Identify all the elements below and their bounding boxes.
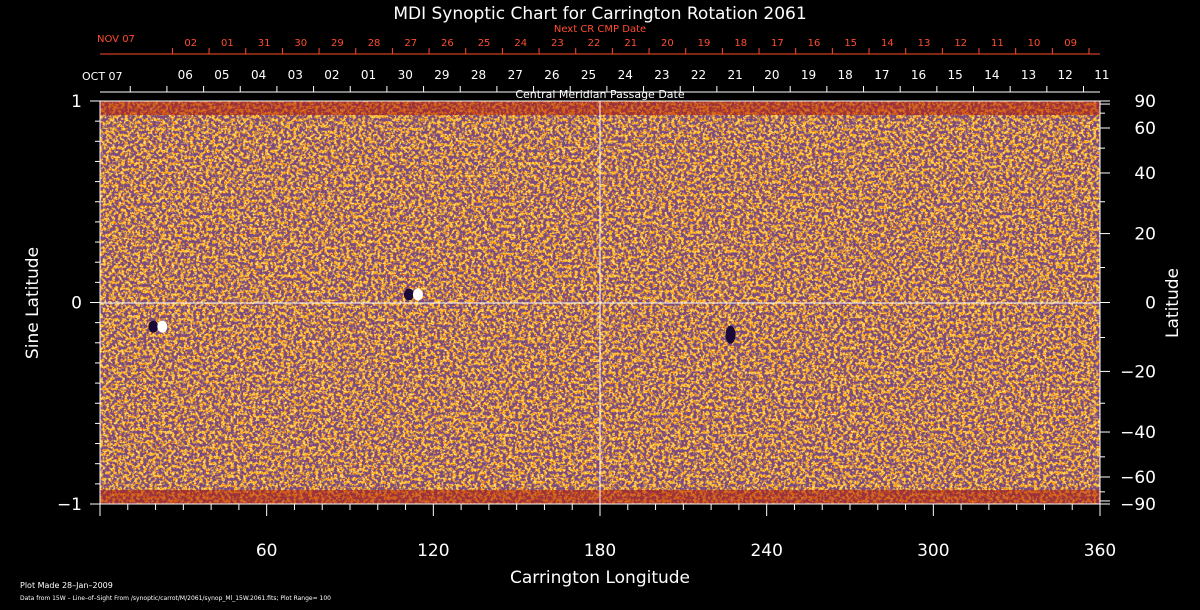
lat-tick-label: 0: [1145, 294, 1156, 314]
lat-tick-label: −40: [1120, 423, 1156, 443]
y-axis-right-label: Latitude: [1163, 268, 1183, 338]
cmp-date-label: 30: [398, 68, 413, 82]
cmp-date-label: 28: [471, 68, 486, 82]
x-tick-label: 360: [1084, 541, 1116, 561]
y-axis-left-label: Sine Latitude: [23, 247, 43, 359]
y-tick-label: −1: [57, 495, 82, 515]
next-cmp-date-label: 29: [331, 38, 344, 49]
lat-tick-label: −60: [1120, 468, 1156, 488]
cmp-date-label: 03: [288, 68, 303, 82]
x-tick-label: 60: [256, 541, 278, 561]
x-tick-label: 180: [584, 541, 616, 561]
next-cmp-date-label: 18: [734, 38, 747, 49]
cmp-date-label: 04: [251, 68, 266, 82]
next-cmp-date-label: 22: [588, 38, 601, 49]
next-cmp-date-label: 21: [624, 38, 637, 49]
cmp-date-label: 25: [581, 68, 596, 82]
cmp-date-label: 01: [361, 68, 376, 82]
y-tick-label: 1: [71, 92, 82, 112]
lat-tick-label: −90: [1120, 495, 1156, 515]
cmp-date-label: 19: [801, 68, 816, 82]
negative-polarity-patch: [725, 325, 736, 344]
negative-polarity-spot: [403, 288, 414, 301]
cmp-date-label: 16: [911, 68, 926, 82]
positive-polarity-spot: [157, 320, 168, 333]
cmp-date-label: 26: [544, 68, 559, 82]
date-axes: 06 05 04 03 02 01 30 29 28 27 26 25 24 23 22 21 20 19 18 17…: [100, 38, 1109, 93]
x-tick-label: 300: [917, 541, 949, 561]
next-cmp-date-label: 28: [368, 38, 381, 49]
next-cmp-month: NOV 07: [97, 34, 135, 45]
cmp-date-label: 20: [764, 68, 779, 82]
next-cmp-date-label: 30: [294, 38, 307, 49]
cmp-date-label: 29: [434, 68, 449, 82]
data-source-note: Data from 15W – Line–of–Sight From /syno…: [20, 595, 331, 602]
lat-tick-label: 90: [1134, 92, 1156, 112]
negative-polarity-spot: [148, 320, 159, 333]
next-cmp-date-label: 10: [1028, 38, 1041, 49]
next-cmp-date-label: 13: [918, 38, 931, 49]
lat-tick-label: 40: [1134, 164, 1156, 184]
cmp-date-label: 15: [948, 68, 963, 82]
lat-tick-label: 20: [1134, 225, 1156, 245]
next-cmp-date-label: 16: [808, 38, 821, 49]
y-axis-left: 1 0 −1: [57, 92, 100, 515]
next-cmp-date-label: 17: [771, 38, 784, 49]
cmp-date-label: 11: [1094, 68, 1109, 82]
next-cmp-date-label: 01: [221, 38, 234, 49]
next-cmp-date-label: 25: [478, 38, 491, 49]
next-cmp-date-label: 26: [441, 38, 454, 49]
lat-tick-label: 60: [1134, 119, 1156, 139]
next-cmp-label: Next CR CMP Date: [554, 24, 646, 35]
cmp-date-label: 18: [838, 68, 853, 82]
active-regions: [148, 288, 736, 344]
cmp-date-label: 17: [874, 68, 889, 82]
cmp-date-label: 13: [1021, 68, 1036, 82]
cmp-date-label: 05: [214, 68, 229, 82]
next-cmp-date-label: 09: [1064, 38, 1077, 49]
y-tick-label: 0: [71, 294, 82, 314]
next-cmp-date-label: 24: [514, 38, 527, 49]
cmp-date-label: 24: [618, 68, 633, 82]
cmp-axis-label: Central Meridian Passage Date: [515, 88, 684, 101]
x-axis: 60 120 180 240 300 360: [99, 504, 1116, 561]
x-axis-label: Carrington Longitude: [510, 568, 690, 588]
next-cmp-date-label: 27: [404, 38, 417, 49]
next-cmp-date-label: 31: [258, 38, 271, 49]
next-cmp-date-label: 02: [184, 38, 197, 49]
positive-polarity-spot: [412, 288, 423, 301]
plot-made-note: Plot Made 28–Jan–2009: [20, 581, 113, 590]
cmp-date-label: 21: [728, 68, 743, 82]
chart-title: MDI Synoptic Chart for Carrington Rotati…: [393, 4, 806, 24]
cmp-month: OCT 07: [82, 70, 123, 83]
cmp-date-label: 12: [1058, 68, 1073, 82]
x-tick-label: 120: [417, 541, 449, 561]
lat-tick-label: −20: [1120, 362, 1156, 382]
next-cmp-date-label: 20: [661, 38, 674, 49]
cmp-date-label: 02: [324, 68, 339, 82]
x-tick-label: 240: [750, 541, 782, 561]
cmp-date-label: 22: [691, 68, 706, 82]
next-cmp-date-label: 19: [698, 38, 711, 49]
cmp-date-label: 14: [984, 68, 999, 82]
y-axis-right: 90 60 40 20 0 −20 −40 −60 −90: [1100, 92, 1156, 515]
next-cmp-date-label: 11: [991, 38, 1004, 49]
cmp-date-label: 06: [178, 68, 193, 82]
next-cmp-date-label: 23: [551, 38, 564, 49]
next-cmp-date-label: 15: [844, 38, 857, 49]
next-cmp-date-label: 14: [881, 38, 894, 49]
next-cmp-date-label: 12: [954, 38, 967, 49]
cmp-date-label: 23: [654, 68, 669, 82]
cmp-date-label: 27: [508, 68, 523, 82]
